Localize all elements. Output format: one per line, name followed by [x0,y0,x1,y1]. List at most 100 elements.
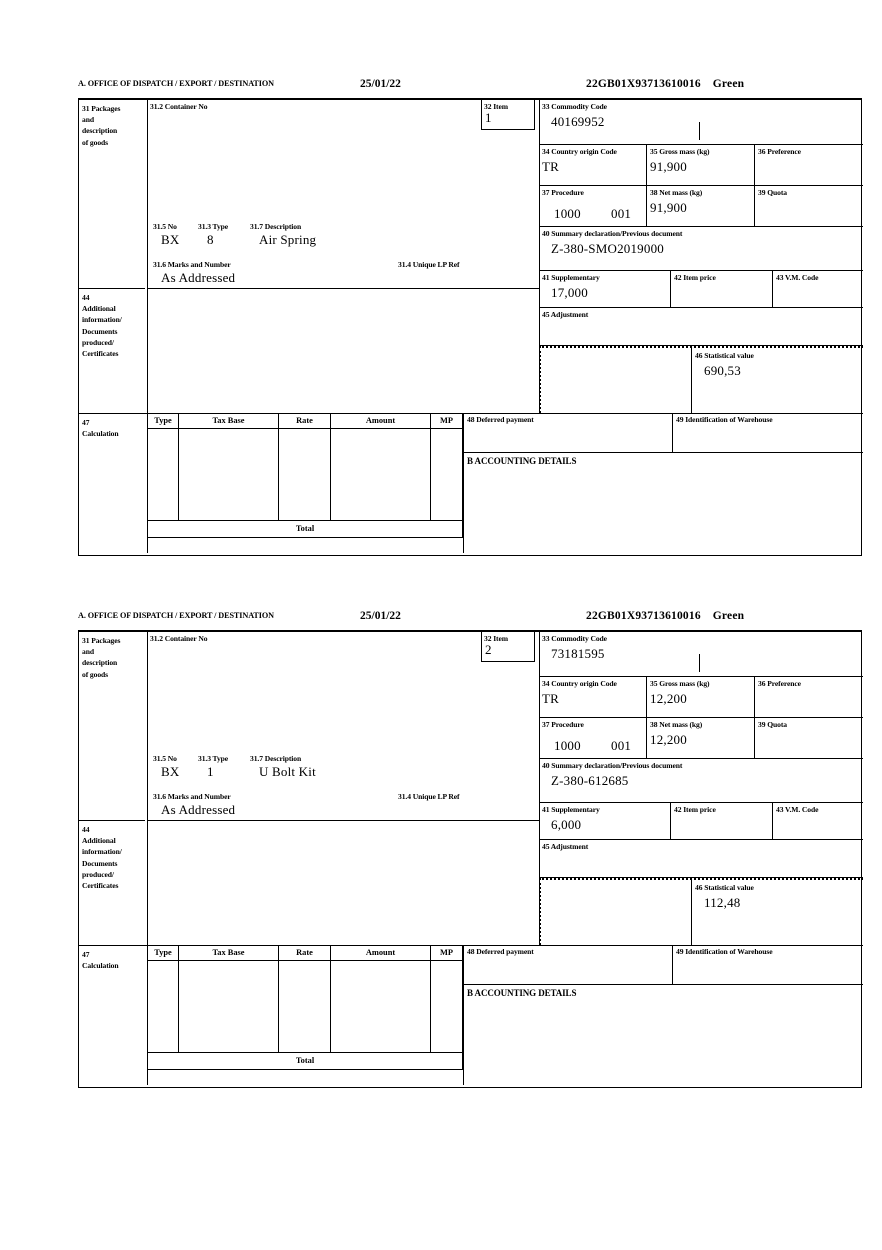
office-of-dispatch-label: A. OFFICE OF DISPATCH / EXPORT / DESTINA… [78,611,274,620]
calc-col-type: Type [147,413,179,429]
marks-and-number-value: As Addressed [161,270,236,285]
field-48-deferred-payment: 48 Deferred payment [463,413,673,453]
calc-body-amount[interactable] [331,961,431,1053]
net-mass-value: 91,900 [650,200,687,215]
goods-description-value: U Bolt Kit [259,764,316,779]
adjustment-value [539,319,863,322]
left-label-column: 31 Packages and description of goods 44 … [79,100,148,553]
calc-body-tax-base[interactable] [179,429,279,521]
calc-body-type[interactable] [147,961,179,1053]
calc-col-tax-base: Tax Base [179,945,279,961]
field-31-label: 31 Packages and description of goods [82,636,121,679]
calc-col-type: Type [147,945,179,961]
calc-body-rate[interactable] [279,961,331,1053]
mrn-reference: 22GB01X93713610016 Green [586,610,744,622]
procedure-code-value: 1000 [554,206,581,221]
marks-and-ref-row: 31.6 Marks and Number 31.4 Unique LP Ref… [147,790,539,820]
field-36-preference: 36 Preference [755,677,863,718]
quota-value [755,729,863,732]
goods-description-row: 31.5 No 31.3 Type 31.7 Description BX 1 … [147,752,539,786]
block-header: A. OFFICE OF DISPATCH / EXPORT / DESTINA… [78,78,862,100]
commodity-code-value: 73181595 [551,646,605,661]
field-45-adjustment: 45 Adjustment [539,308,863,346]
right-column-divider [539,632,540,945]
declaration-block-item-1: A. OFFICE OF DISPATCH / EXPORT / DESTINA… [78,78,863,556]
field-47-label: 47 Calculation [79,413,145,553]
calc-body-amount[interactable] [331,429,431,521]
package-no-value: BX [161,764,180,779]
field-43-vm-code: 43 V.M. Code [773,803,863,840]
field-39-quota: 39 Quota [755,186,863,227]
package-no-value: BX [161,232,180,247]
gross-mass-value: 12,200 [650,691,687,706]
marks-and-ref-row: 31.6 Marks and Number 31.4 Unique LP Ref… [147,258,539,288]
field-48-deferred-payment: 48 Deferred payment [463,945,673,985]
field-44-content [147,288,539,413]
section-b-accounting-details: B ACCOUNTING DETAILS [463,453,863,553]
mrn-number: 22GB01X93713610016 [586,610,701,622]
field-32-item-box: 32 Item 1 [481,100,535,130]
field-49-warehouse: 49 Identification of Warehouse [673,945,863,985]
calc-body-type[interactable] [147,429,179,521]
gross-mass-value: 91,900 [650,159,687,174]
calc-col-rate: Rate [279,945,331,961]
field-40-previous-document: 40 Summary declaration/Previous document… [539,227,863,271]
statistical-value-dotted-box [539,878,863,945]
field-38-net-mass: 38 Net mass (kg) 12,200 [647,718,755,759]
field-34-country-origin: 34 Country origin Code TR [539,677,647,718]
calc-col-mp: MP [431,413,463,429]
marks-and-number-value: As Addressed [161,802,236,817]
field-46-statistical-value: 46 Statistical value 112,48 [691,878,863,945]
field-40-previous-document: 40 Summary declaration/Previous document… [539,759,863,803]
field-37-procedure: 37 Procedure 1000 001 [539,718,647,759]
field-37-procedure: 37 Procedure 1000 001 [539,186,647,227]
clearance-lane: Green [712,78,745,90]
field-39-quota: 39 Quota [755,718,863,759]
field-41-supplementary: 41 Supplementary 17,000 [539,271,671,308]
calc-body-tax-base[interactable] [179,961,279,1053]
field-33-commodity-code: 33 Commodity Code 40169952 [539,100,863,145]
field-44-label: 44 Additional information/ Documents pro… [79,820,145,945]
net-mass-value: 12,200 [650,732,687,747]
commodity-code-divider-tick [699,654,700,672]
field-34-country-origin: 34 Country origin Code TR [539,145,647,186]
item-number-value: 1 [485,110,492,125]
calc-col-mp: MP [431,945,463,961]
adjustment-value [539,851,863,854]
procedure-code-value: 1000 [554,738,581,753]
previous-document-value: Z-380-SMO2019000 [551,241,664,256]
vm-code-value [773,282,863,285]
left-label-column: 31 Packages and description of goods 44 … [79,632,148,1085]
declaration-grid: 31 Packages and description of goods 44 … [78,632,863,1088]
calculation-top-rule [79,413,863,414]
field-36-preference: 36 Preference [755,145,863,186]
field-35-gross-mass: 35 Gross mass (kg) 91,900 [647,145,755,186]
unique-lp-ref-value [395,799,407,802]
calc-total-row: Total [147,521,463,538]
calculation-top-rule [79,945,863,946]
calc-body-mp[interactable] [431,429,463,521]
declaration-grid: 31 Packages and description of goods 44 … [78,100,863,556]
warehouse-id-value [673,956,863,959]
calc-body-rate[interactable] [279,429,331,521]
supplementary-value: 6,000 [551,817,582,832]
warehouse-id-value [673,424,863,427]
vm-code-value [773,814,863,817]
field-31-2-container: 31.2 Container No [147,632,539,820]
statistical-value-amount: 112,48 [704,895,741,910]
item-price-value [671,814,772,817]
calc-col-amount: Amount [331,413,431,429]
country-origin-value: TR [542,159,560,174]
field-32-item-box: 32 Item 2 [481,632,535,662]
right-column-divider [539,100,540,413]
calc-body-mp[interactable] [431,961,463,1053]
field-31-label: 31 Packages and description of goods [82,104,121,147]
preference-value [755,156,863,159]
field-33-commodity-code: 33 Commodity Code 73181595 [539,632,863,677]
calc-col-amount: Amount [331,945,431,961]
field-49-warehouse: 49 Identification of Warehouse [673,413,863,453]
calc-col-rate: Rate [279,413,331,429]
procedure-additional-value: 001 [611,206,632,221]
supplementary-value: 17,000 [551,285,588,300]
